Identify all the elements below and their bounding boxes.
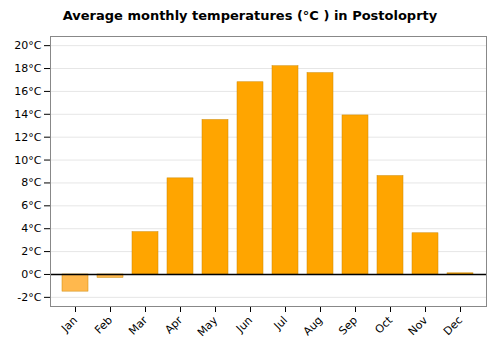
html-text:Average monthly temperatures (: Average monthly temperatures (°C ) in Po… <box>62 8 438 23</box>
svg-text:20°C: 20°C <box>14 39 41 52</box>
svg-text:May: May <box>195 313 221 339</box>
svg-text:16°C: 16°C <box>14 85 41 98</box>
svg-text:18°C: 18°C <box>14 62 41 75</box>
svg-text:Mar: Mar <box>126 313 150 337</box>
svg-text:Oct: Oct <box>372 313 395 336</box>
svg-text:Dec: Dec <box>441 314 465 338</box>
svg-text:12°C: 12°C <box>14 131 41 144</box>
svg-text:8°C: 8°C <box>21 176 41 189</box>
svg-text:Aug: Aug <box>301 314 325 338</box>
svg-text:Jan: Jan <box>58 314 80 336</box>
svg-text:Jul: Jul <box>271 314 290 333</box>
svg-text:-2°C: -2°C <box>17 291 41 304</box>
svg-text:14°C: 14°C <box>14 108 41 121</box>
svg-text:Feb: Feb <box>92 314 115 337</box>
svg-text:Nov: Nov <box>406 313 431 338</box>
svg-text:2°C: 2°C <box>21 245 41 258</box>
svg-text:Apr: Apr <box>162 313 185 336</box>
svg-text:Jun: Jun <box>233 314 255 336</box>
svg-text:4°C: 4°C <box>21 222 41 235</box>
svg-text:0°C: 0°C <box>21 268 41 281</box>
svg-text:6°C: 6°C <box>21 199 41 212</box>
svg-text:Sep: Sep <box>336 314 360 338</box>
svg-text:10°C: 10°C <box>14 154 41 167</box>
